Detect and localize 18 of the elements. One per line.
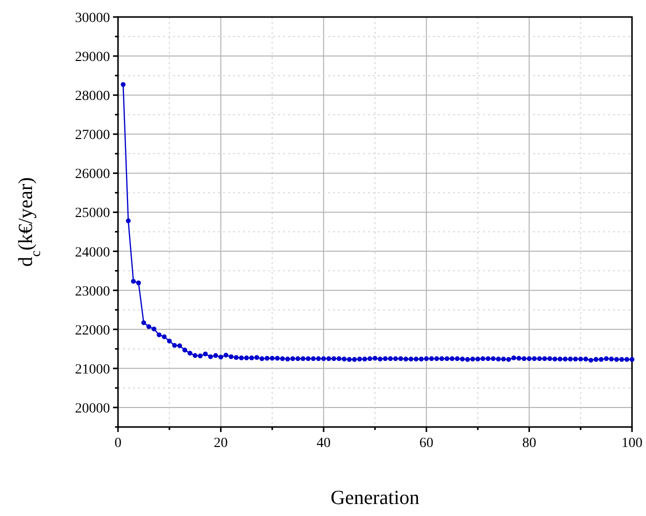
x-tick-label: 20 [214, 436, 228, 451]
y-tick-label: 29000 [75, 50, 110, 66]
y-tick-label: 28000 [75, 89, 110, 104]
x-tick-label: 80 [522, 436, 536, 451]
y-tick-label: 20000 [75, 401, 110, 416]
y-tick-label: 22000 [75, 323, 110, 338]
y-tick-label: 25000 [75, 206, 110, 222]
x-tick-label: 100 [622, 436, 642, 451]
x-tick-label: 40 [316, 436, 331, 451]
x-tick-label: 60 [419, 436, 434, 451]
y-tick-label: 26000 [75, 167, 110, 182]
y-tick-label: 21000 [75, 362, 110, 378]
x-axis-title: Generation [330, 487, 420, 509]
y-tick-label: 24000 [75, 245, 110, 260]
x-tick-label: 0 [114, 436, 122, 451]
y-tick-label: 23000 [75, 284, 110, 300]
y-tick-label: 30000 [75, 11, 110, 26]
y-tick-label: 27000 [75, 128, 110, 144]
